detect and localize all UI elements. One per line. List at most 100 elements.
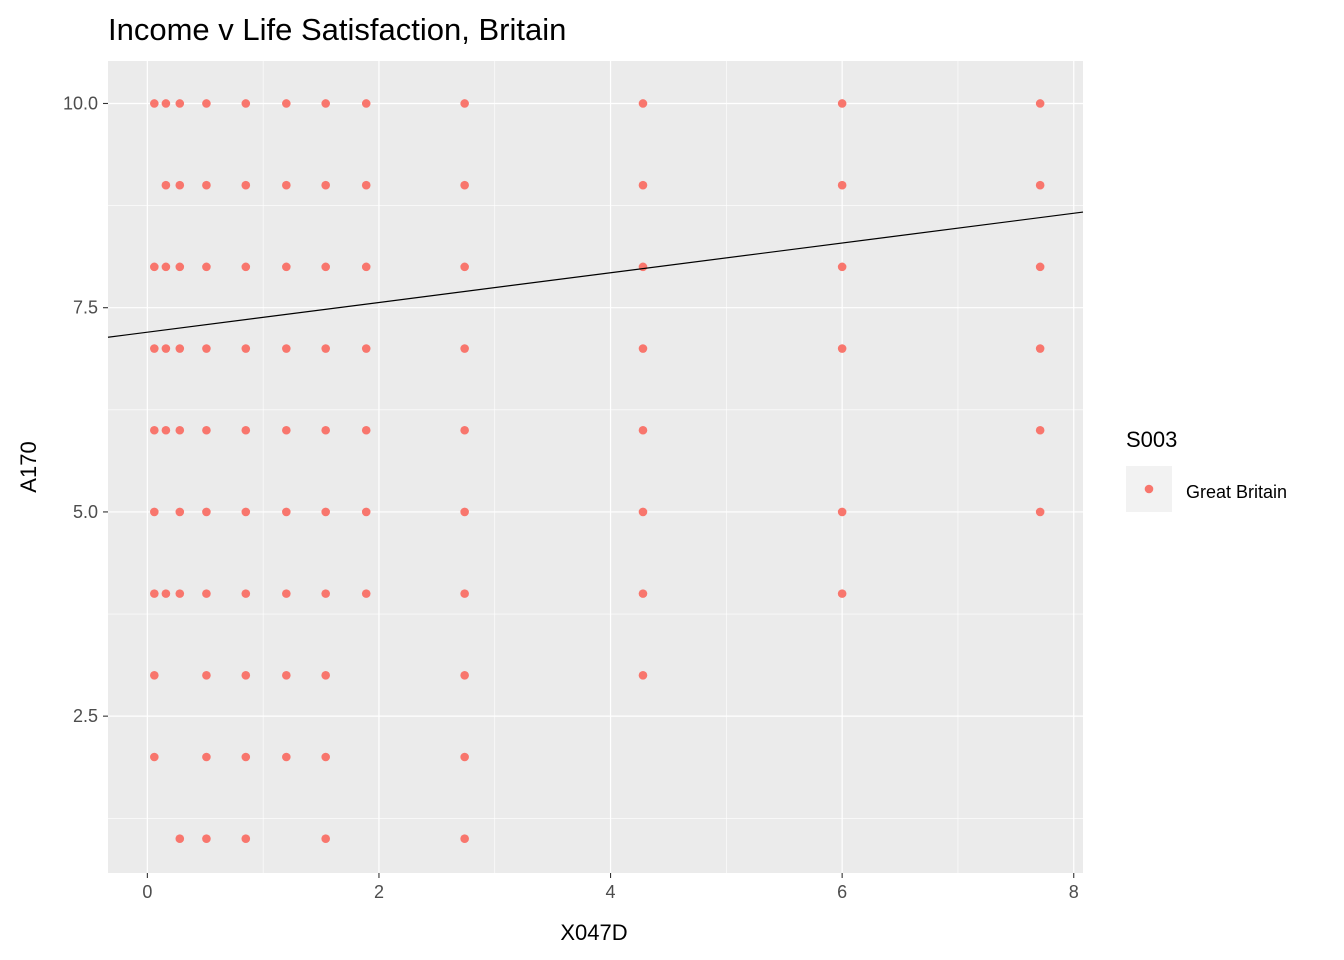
data-point: [321, 507, 330, 517]
data-point: [150, 344, 159, 353]
data-point: [282, 425, 291, 435]
data-point: [321, 834, 330, 843]
data-point: [150, 589, 159, 598]
grid-lines: [108, 61, 1083, 873]
data-point: [241, 344, 251, 353]
data-point: [837, 589, 847, 598]
data-point: [282, 589, 291, 598]
data-point: [282, 752, 291, 762]
data-point: [361, 344, 371, 353]
data-point: [282, 507, 291, 517]
data-point: [202, 589, 211, 598]
panel-background: [108, 61, 1083, 873]
data-point: [202, 344, 211, 353]
data-point: [638, 507, 648, 517]
data-point: [241, 180, 251, 190]
data-point: [321, 344, 330, 353]
y-tick-label: 7.5: [73, 298, 98, 318]
data-point: [282, 671, 291, 680]
data-point: [175, 425, 185, 435]
data-point: [282, 344, 291, 353]
regression-line-group: [107, 211, 1084, 338]
data-point: [321, 671, 330, 680]
data-point: [202, 834, 211, 843]
data-point: [361, 589, 371, 598]
data-point: [837, 262, 847, 272]
data-point: [460, 344, 469, 353]
data-point: [638, 344, 648, 353]
plot-panel: [108, 61, 1083, 873]
data-point: [638, 262, 648, 272]
data-point: [282, 99, 291, 108]
data-point: [175, 180, 185, 190]
data-point: [161, 344, 171, 353]
data-point: [202, 671, 211, 680]
data-point: [241, 262, 251, 272]
data-point: [837, 180, 847, 190]
data-point: [460, 99, 469, 108]
data-point: [202, 425, 211, 435]
data-point: [638, 99, 648, 108]
data-point: [150, 671, 159, 680]
data-point: [361, 425, 371, 435]
data-point: [361, 99, 371, 108]
data-point: [638, 671, 648, 680]
legend-label-great-britain: Great Britain: [1186, 482, 1287, 502]
data-points: [150, 99, 1045, 843]
data-point: [1035, 344, 1045, 353]
data-point: [241, 671, 251, 680]
data-point: [460, 834, 469, 843]
data-point: [241, 834, 251, 843]
data-point: [460, 507, 469, 517]
y-axis-title: A170: [16, 441, 41, 492]
x-tick-label: 4: [606, 882, 616, 902]
data-point: [460, 180, 469, 190]
data-point: [150, 425, 159, 435]
data-point: [282, 262, 291, 272]
data-point: [241, 507, 251, 517]
data-point: [202, 752, 211, 762]
data-point: [1035, 425, 1045, 435]
data-point: [150, 752, 159, 762]
data-point: [460, 589, 469, 598]
data-point: [175, 507, 185, 517]
y-tick-label: 5.0: [73, 502, 98, 522]
data-point: [150, 507, 159, 517]
data-point: [161, 589, 171, 598]
data-point: [460, 425, 469, 435]
data-point: [638, 180, 648, 190]
data-point: [361, 180, 371, 190]
x-axis-title: X047D: [560, 920, 627, 945]
data-point: [460, 752, 469, 762]
data-point: [241, 425, 251, 435]
data-point: [638, 589, 648, 598]
regression-line: [107, 211, 1084, 338]
data-point: [175, 834, 185, 843]
chart-title: Income v Life Satisfaction, Britain: [108, 12, 566, 47]
data-point: [1035, 180, 1045, 190]
data-point: [161, 180, 171, 190]
data-point: [321, 99, 330, 108]
legend-title: S003: [1126, 427, 1177, 452]
data-point: [161, 425, 171, 435]
legend: S003 Great Britain: [1126, 427, 1287, 512]
data-point: [175, 589, 185, 598]
data-point: [150, 99, 159, 108]
data-point: [321, 262, 330, 272]
data-point: [175, 99, 185, 108]
y-tick-label: 10.0: [63, 93, 98, 113]
data-point: [321, 425, 330, 435]
data-point: [321, 180, 330, 190]
data-point: [1035, 507, 1045, 517]
data-point: [161, 262, 171, 272]
x-tick-label: 0: [142, 882, 152, 902]
data-point: [150, 262, 159, 272]
data-point: [361, 507, 371, 517]
data-point: [837, 507, 847, 517]
data-point: [638, 425, 648, 435]
data-point: [202, 180, 211, 190]
data-point: [321, 589, 330, 598]
x-tick-label: 8: [1069, 882, 1079, 902]
legend-key-point: [1144, 484, 1154, 494]
